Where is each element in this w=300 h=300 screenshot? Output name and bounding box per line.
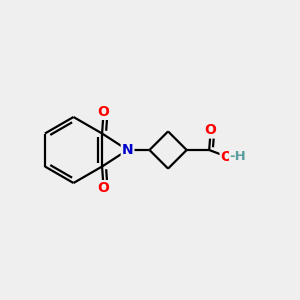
Text: -H: -H <box>230 150 246 163</box>
Text: N: N <box>122 143 134 157</box>
Text: O: O <box>220 150 232 164</box>
Text: O: O <box>205 124 217 137</box>
Text: O: O <box>98 105 110 119</box>
Text: O: O <box>98 181 110 195</box>
